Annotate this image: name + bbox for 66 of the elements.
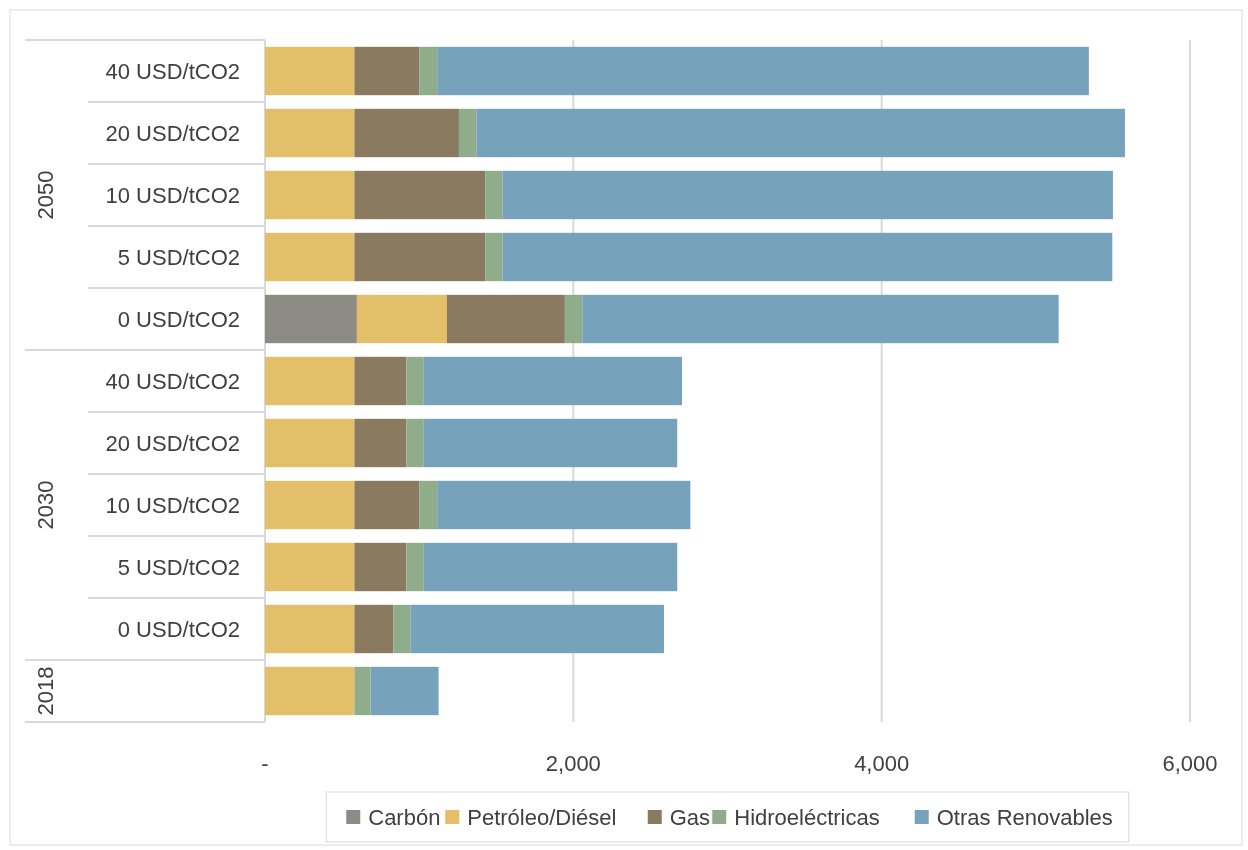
bar	[354, 666, 371, 716]
bar	[354, 232, 486, 282]
bar	[354, 542, 407, 592]
bar	[406, 418, 424, 468]
y-tick-label: 10 USD/tCO2	[105, 182, 240, 208]
bar	[354, 46, 420, 96]
bar	[265, 542, 355, 592]
legend-label: Petróleo/Diésel	[467, 804, 617, 830]
y-tick-label: 0 USD/tCO2	[117, 306, 240, 332]
y-tick-label: 40 USD/tCO2	[105, 58, 240, 84]
bar	[423, 356, 683, 406]
bar	[354, 418, 407, 468]
bar	[406, 356, 424, 406]
bar	[354, 604, 394, 654]
bar	[423, 542, 678, 592]
x-tick-label: -	[261, 750, 269, 776]
x-tick-label: 6,000	[1162, 750, 1218, 776]
y-tick-label: 5 USD/tCO2	[117, 554, 240, 580]
bar	[354, 480, 420, 530]
bar	[458, 108, 477, 158]
bar	[502, 232, 1113, 282]
y-tick-label: 20 USD/tCO2	[105, 120, 240, 146]
bar	[423, 418, 678, 468]
bar	[265, 46, 355, 96]
text: 2030	[32, 480, 58, 530]
bar	[485, 170, 503, 220]
legend-label: Gas	[669, 804, 711, 830]
x-tick-label: 2,000	[545, 750, 601, 776]
y-tick-label: 20 USD/tCO2	[105, 430, 240, 456]
bar	[419, 46, 438, 96]
legend-label: Carbón	[368, 804, 441, 830]
bar	[265, 480, 355, 530]
bar	[502, 170, 1113, 220]
bar	[265, 294, 357, 344]
bar	[437, 46, 1089, 96]
bar	[419, 480, 438, 530]
bar	[354, 170, 486, 220]
y-tick-label: 0 USD/tCO2	[117, 616, 240, 642]
text: 2018	[32, 666, 58, 716]
bar	[354, 356, 407, 406]
bar	[406, 542, 424, 592]
bar	[265, 666, 355, 716]
bar	[446, 294, 565, 344]
bar	[476, 108, 1125, 158]
bar	[564, 294, 583, 344]
bar	[370, 666, 439, 716]
bar	[410, 604, 664, 654]
bar	[356, 294, 447, 344]
bar	[354, 108, 459, 158]
y-tick-label: 5 USD/tCO2	[117, 244, 240, 270]
legend-label: Otras Renovables	[936, 804, 1113, 830]
y-tick-label: 10 USD/tCO2	[105, 492, 240, 518]
bar	[265, 604, 355, 654]
bar	[265, 170, 355, 220]
bar	[485, 232, 503, 282]
bar	[265, 356, 355, 406]
x-tick-label: 4,000	[854, 750, 910, 776]
bar	[265, 232, 355, 282]
bar	[393, 604, 411, 654]
bar	[437, 480, 691, 530]
legend-label: Hidroeléctricas	[734, 804, 880, 830]
bar	[582, 294, 1059, 344]
bar	[265, 418, 355, 468]
y-tick-label: 40 USD/tCO2	[105, 368, 240, 394]
bar	[265, 108, 355, 158]
text: 2050	[32, 170, 58, 220]
